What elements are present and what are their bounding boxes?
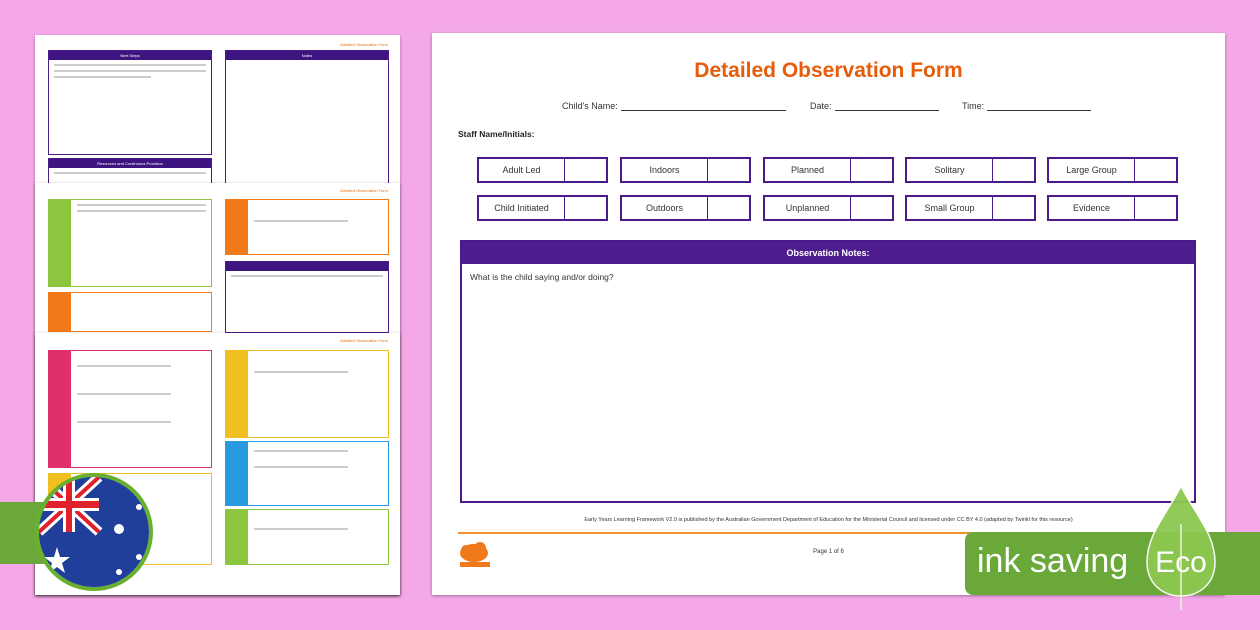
option-small-group[interactable]: Small Group xyxy=(905,195,1036,221)
option-label: Indoors xyxy=(649,165,680,175)
main-page: Detailed Observation Form Child's Name: … xyxy=(432,33,1225,595)
checkbox[interactable] xyxy=(850,197,892,219)
observation-notes-panel[interactable]: Observation Notes: What is the child say… xyxy=(460,240,1196,503)
eco-label: Eco xyxy=(1155,546,1207,579)
option-child-initiated[interactable]: Child Initiated xyxy=(477,195,608,221)
checkbox[interactable] xyxy=(1134,159,1176,181)
outcome-box xyxy=(225,509,389,565)
childs-name-label: Child's Name: xyxy=(562,101,618,111)
time-field[interactable]: Time: xyxy=(962,101,1092,111)
box xyxy=(225,261,389,333)
checkbox[interactable] xyxy=(992,159,1034,181)
page-number: Page 1 of 6 xyxy=(813,549,844,555)
option-label: Adult Led xyxy=(502,165,541,175)
option-label: Outdoors xyxy=(645,203,684,213)
checkbox[interactable] xyxy=(707,159,749,181)
option-label: Unplanned xyxy=(785,203,830,213)
outcome-box xyxy=(225,350,389,438)
license-credit: Early Years Learning Framework V2.0 is p… xyxy=(584,517,1073,523)
footer-divider xyxy=(458,532,1201,534)
childs-name-field[interactable]: Child's Name: xyxy=(562,101,786,111)
checkbox[interactable] xyxy=(564,159,606,181)
date-label: Date: xyxy=(810,101,832,111)
option-label: Small Group xyxy=(924,203,975,213)
ink-saving-text: ink saving xyxy=(977,542,1129,580)
option-label: Planned xyxy=(790,165,825,175)
thumb-header: Detailed Observation Form xyxy=(340,42,388,47)
checkbox[interactable] xyxy=(992,197,1034,219)
checkbox[interactable] xyxy=(1134,197,1176,219)
checkbox[interactable] xyxy=(707,197,749,219)
twinkl-logo xyxy=(460,542,490,567)
option-large-group[interactable]: Large Group xyxy=(1047,157,1178,183)
next-steps-header: Next Steps xyxy=(49,51,211,60)
option-evidence[interactable]: Evidence xyxy=(1047,195,1178,221)
date-field[interactable]: Date: xyxy=(810,101,939,111)
checkbox[interactable] xyxy=(850,159,892,181)
resources-header: Resources and Continuous Provision xyxy=(49,159,211,168)
page-title: Detailed Observation Form xyxy=(694,59,963,82)
outcome-box xyxy=(48,292,212,332)
notes-header: Notes xyxy=(226,51,388,60)
australia-flag-icon xyxy=(35,473,153,591)
notes-box: Notes xyxy=(225,50,389,190)
option-label: Solitary xyxy=(934,165,965,175)
leaf-icon: Eco xyxy=(1146,484,1216,610)
option-label: Large Group xyxy=(1066,165,1117,175)
option-solitary[interactable]: Solitary xyxy=(905,157,1036,183)
thumb-header: Detailed Observation Form xyxy=(340,188,388,193)
outcome-box xyxy=(48,350,212,468)
option-planned[interactable]: Planned xyxy=(763,157,894,183)
resources-box: Resources and Continuous Provision xyxy=(48,158,212,188)
outcome-box xyxy=(225,199,389,255)
next-steps-box: Next Steps xyxy=(48,50,212,155)
option-outdoors[interactable]: Outdoors xyxy=(620,195,751,221)
checkbox[interactable] xyxy=(564,197,606,219)
staff-label: Staff Name/Initials: xyxy=(458,129,535,139)
thumb-header: Detailed Observation Form xyxy=(340,338,388,343)
option-indoors[interactable]: Indoors xyxy=(620,157,751,183)
time-label: Time: xyxy=(962,101,985,111)
option-label: Evidence xyxy=(1072,203,1111,213)
option-adult-led[interactable]: Adult Led xyxy=(477,157,608,183)
outcome-box xyxy=(225,441,389,506)
option-unplanned[interactable]: Unplanned xyxy=(763,195,894,221)
notes-prompt: What is the child saying and/or doing? xyxy=(470,272,614,282)
option-label: Child Initiated xyxy=(494,203,549,213)
observation-notes-header: Observation Notes: xyxy=(462,242,1194,264)
outcome-box xyxy=(48,199,212,287)
